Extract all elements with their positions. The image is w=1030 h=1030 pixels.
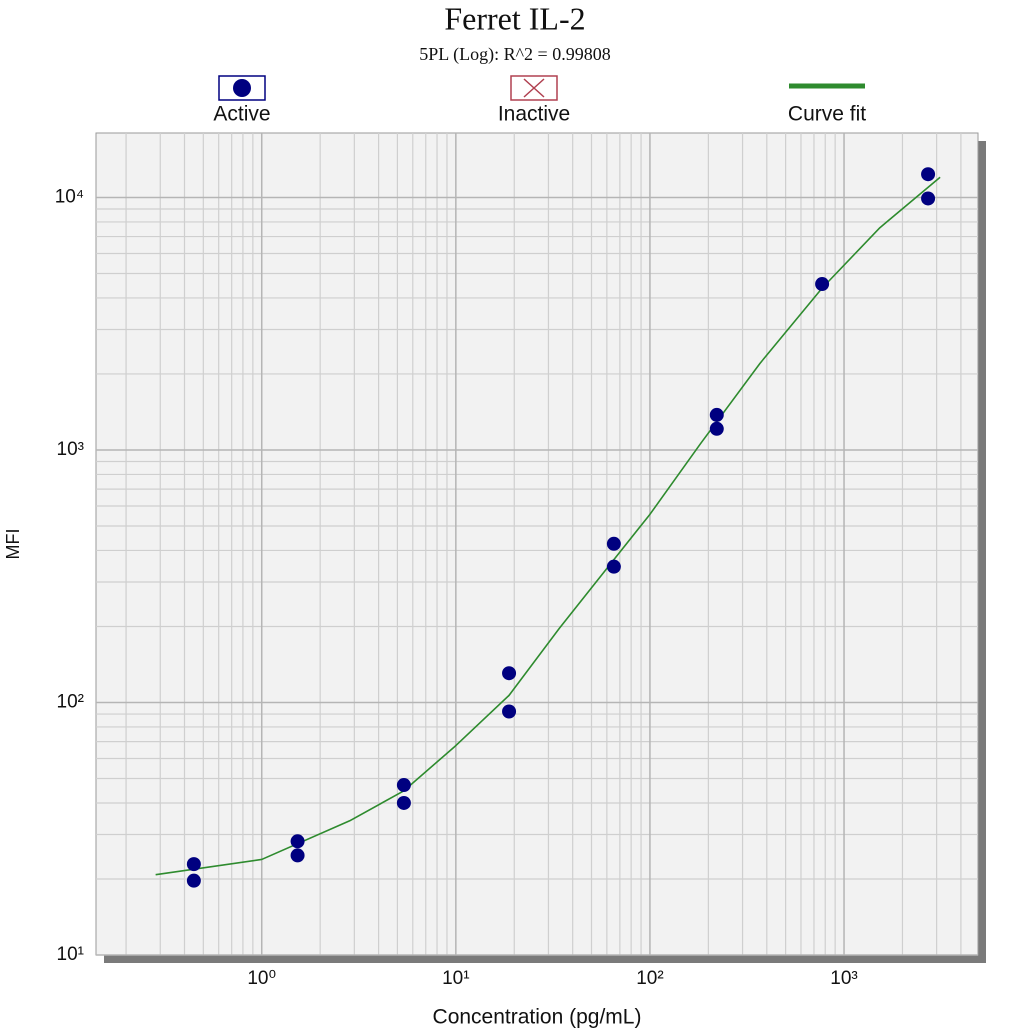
data-point — [815, 277, 830, 292]
y-tick-label: 10² — [57, 692, 84, 713]
y-tick-label: 10³ — [57, 439, 84, 460]
data-point — [709, 421, 724, 436]
marks — [155, 167, 941, 888]
legend: Active Inactive Curve fit — [213, 75, 866, 126]
legend-label: Inactive — [498, 103, 570, 126]
data-point — [396, 795, 411, 810]
y-tick-label: 10¹ — [57, 944, 84, 965]
legend-swatch — [523, 78, 545, 98]
legend-swatch — [233, 79, 251, 97]
data-point — [290, 834, 305, 849]
data-point — [606, 559, 621, 574]
data-point — [396, 778, 411, 793]
data-point — [186, 873, 201, 888]
x-tick-label: 10¹ — [442, 968, 469, 989]
chart-title: Ferret IL-2 — [444, 0, 585, 36]
legend-label: Active — [213, 103, 270, 126]
data-point — [502, 704, 517, 719]
data-point — [290, 848, 305, 863]
plot-area — [95, 132, 979, 956]
data-point — [186, 857, 201, 872]
fit-curve — [155, 176, 941, 876]
grid: 10⁰ 10¹ 10² 10³ 10¹ 10² 10³ 10⁴ — [55, 133, 978, 989]
x-axis-label: Concentration (pg/mL) — [433, 1006, 642, 1029]
chart-subtitle: 5PL (Log): R^2 = 0.99808 — [419, 44, 610, 65]
data-point — [606, 536, 621, 551]
data-point — [709, 407, 724, 422]
data-point — [921, 167, 936, 182]
y-tick-label: 10⁴ — [55, 186, 84, 207]
data-point — [502, 666, 517, 681]
data-point — [921, 191, 936, 206]
x-tick-label: 10³ — [830, 968, 857, 989]
x-tick-label: 10² — [636, 968, 663, 989]
x-tick-label: 10⁰ — [247, 968, 276, 989]
legend-label: Curve fit — [788, 103, 866, 126]
y-axis-label: MFI — [3, 529, 23, 560]
